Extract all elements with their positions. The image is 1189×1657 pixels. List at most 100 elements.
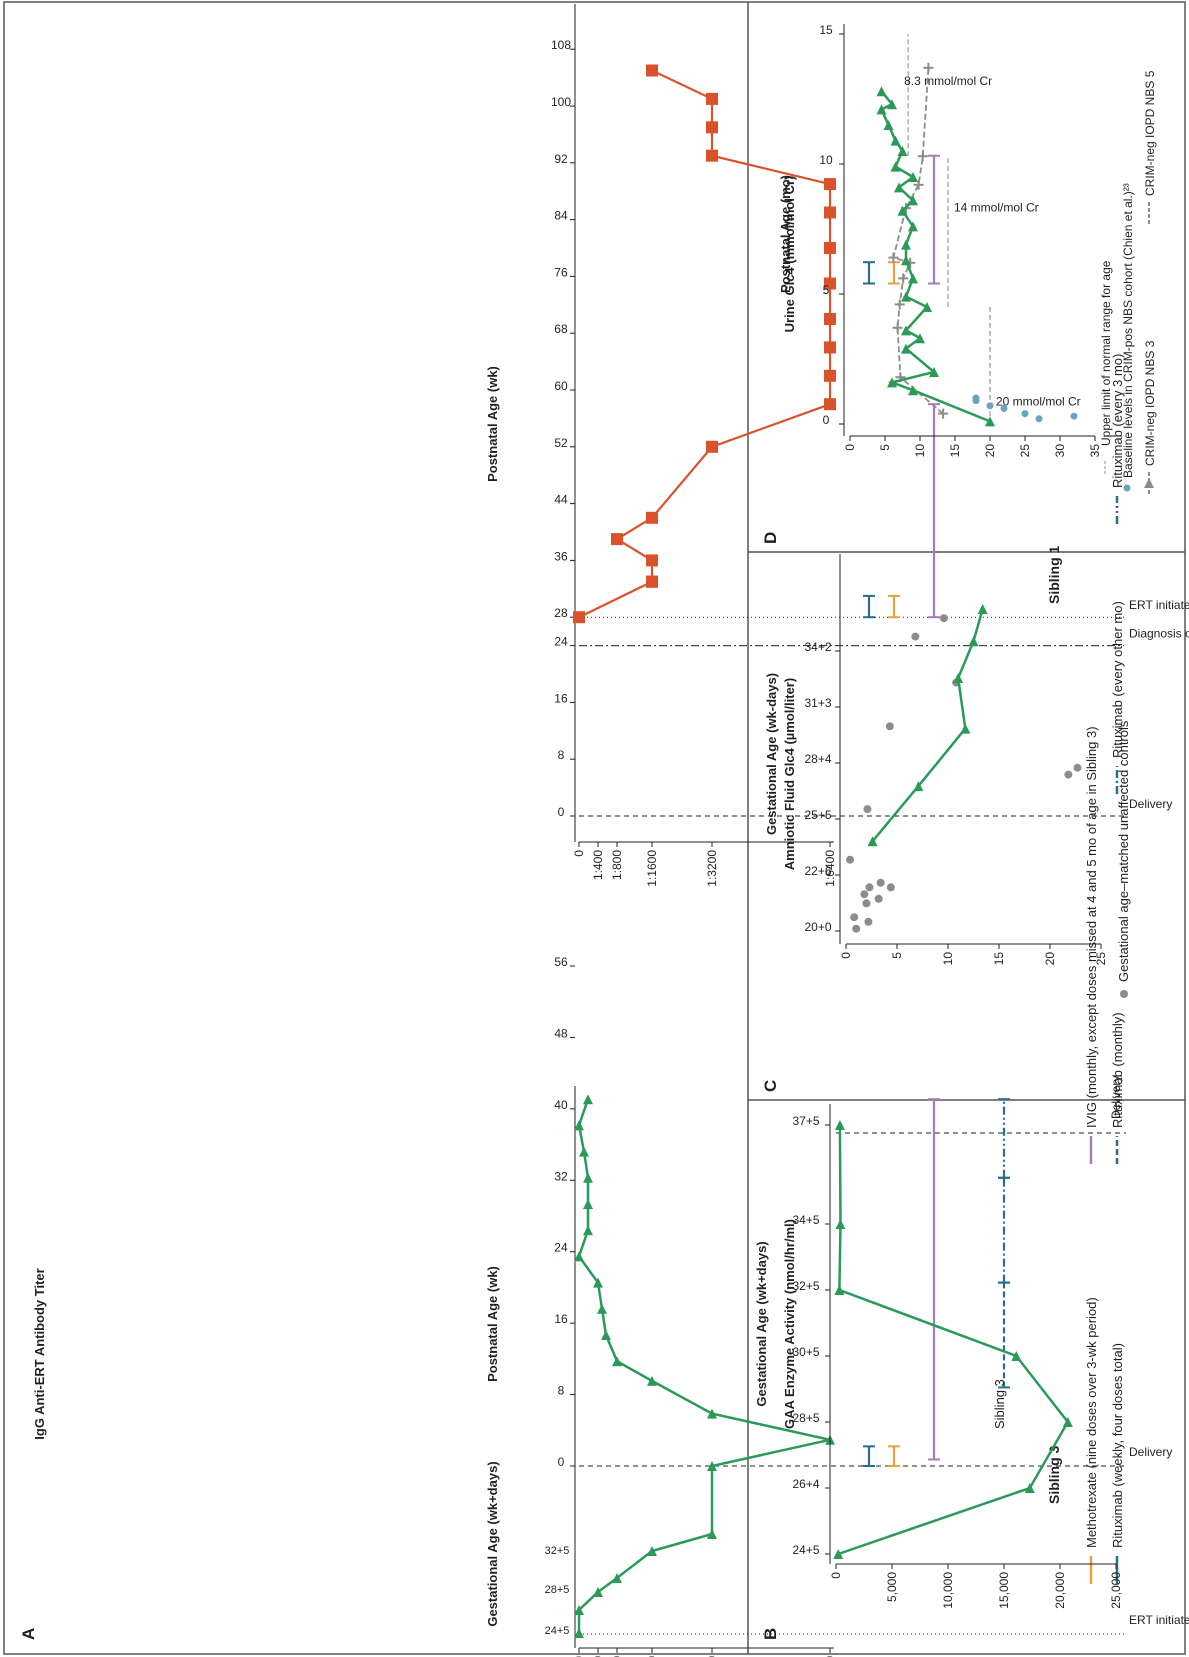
baseline-point-3	[1000, 404, 1008, 412]
data-point-5	[646, 511, 658, 524]
legend-label-controls: Gestational age–matched unaffected contr…	[1116, 720, 1131, 982]
data-point-nbs3-15	[894, 182, 904, 193]
data-point-15	[583, 1225, 593, 1236]
x-tick-label: 24	[554, 635, 568, 649]
control-point-16	[939, 614, 948, 623]
series-line-sibling3	[837, 1124, 1070, 1556]
data-point-nbs3-9	[908, 273, 918, 284]
x-tick-label: 16	[554, 1312, 568, 1326]
data-point-17	[583, 1172, 593, 1183]
data-point-nbs3-10	[901, 255, 911, 266]
data-point-0	[574, 1628, 584, 1638]
x-tick-label: 31+3	[804, 696, 831, 710]
y-tick-label: 1:1600	[645, 1656, 659, 1657]
data-point-14	[574, 1251, 584, 1262]
baseline-point-5	[972, 394, 980, 402]
x-axis-title: Gestational Age (wk-days)	[764, 673, 779, 835]
data-point-18	[579, 1146, 589, 1157]
data-point-nbs3-22	[887, 99, 897, 110]
data-point-19	[574, 1120, 584, 1131]
data-point-0	[573, 611, 585, 624]
annotation-0: ERT initiated	[1129, 1613, 1189, 1627]
data-point-13	[593, 1277, 603, 1288]
y-tick-label: 1:800	[610, 850, 624, 880]
legend-label-2: Baseline levels in CRIM-pos NBS cohort (…	[1121, 183, 1135, 478]
y-axis-title: Amniotic Fluid Glc4 (µmol/liter)	[782, 678, 797, 870]
x-axis-title: Postnatal Age (wk)	[485, 366, 500, 482]
y-tick-label: 0	[572, 850, 586, 857]
chart-d: 0 5 10 15 20 25 30 35 0 5 10 15 Postnatal Age (mo)Ur…	[778, 23, 1157, 494]
panel-letter-a: A	[19, 1628, 38, 1640]
normal-limit-label-0: 20 mmol/mol Cr	[996, 395, 1081, 409]
chart-a-sibling1: 0 1:400 1:800 1:1600 1:3200 1:6400 0 8 16 24 28 36 4…	[485, 4, 1189, 887]
annotation-sibling3: Sibling 3	[992, 1379, 1007, 1429]
x-tick-label: 40	[554, 1098, 568, 1112]
y-tick-label: 25	[1018, 444, 1032, 458]
x-tick-label: 5	[823, 283, 830, 297]
data-point-11	[601, 1330, 611, 1340]
x-tick-label: 0	[558, 1455, 565, 1469]
y-tick-label: 1:6400	[823, 850, 837, 887]
x-tick-label: 30+5	[792, 1345, 819, 1359]
control-point-13	[885, 722, 894, 731]
x-tick-label: 15	[819, 23, 833, 37]
data-point-4	[647, 1546, 657, 1556]
x-tick-label: 8	[558, 1384, 565, 1398]
x-tick-label: 24	[554, 1241, 568, 1255]
chart-c: 0 5 10 15 20 25 20+0 22+6 25+5 28+4 31+3 34+2 Gestat…	[764, 554, 1131, 998]
panel-letter-c: C	[761, 1080, 780, 1092]
chart-title: Sibling 1	[1046, 545, 1062, 604]
y-tick-label: 1:800	[610, 1656, 624, 1657]
gest-tick-label: 28+5	[545, 1584, 570, 1596]
control-point-6	[874, 894, 883, 903]
y-tick-label: 1:400	[591, 850, 605, 880]
x-tick-label: 32+5	[792, 1279, 819, 1293]
data-point-nbs3-23	[876, 86, 887, 97]
data-point-18	[646, 64, 658, 77]
x-tick-label: 48	[554, 1026, 568, 1040]
legend-label-ritux_every_other: Rituximab (every other mo)	[1110, 601, 1125, 758]
panel-letter-d: D	[761, 532, 780, 544]
x-axis-title: Postnatal Age (wk)	[485, 1266, 500, 1382]
x-tick-label: 44	[554, 493, 568, 507]
data-point-14	[824, 178, 836, 191]
chart-a-sibling3: 0 1:400 1:800 1:1600 1:3200 1:6400 0 8 16 24 32 40 4…	[32, 955, 1189, 1657]
data-point-5	[835, 1219, 846, 1229]
baseline-point-1	[1070, 412, 1078, 420]
data-point-1	[1024, 1483, 1035, 1493]
control-point-7	[876, 878, 885, 887]
data-point-6	[707, 1461, 717, 1471]
y-tick-label: 35	[1088, 444, 1102, 458]
gest-tick-label: 32+5	[545, 1545, 570, 1557]
normal-limit-label-2: 8.3 mmol/mol Cr	[904, 74, 992, 88]
annotation-2: ERT initiated	[1129, 598, 1189, 612]
data-point-6	[706, 440, 718, 453]
annotation-1: Diagnosis of IOPD	[1129, 627, 1189, 641]
data-point-nbs3-16	[908, 172, 918, 182]
x-tick-label: 32	[554, 1169, 568, 1183]
data-point-12	[824, 242, 836, 254]
y-tick-label: 5	[890, 952, 904, 959]
data-point-12	[597, 1303, 607, 1314]
x-tick-label: 60	[554, 379, 568, 393]
x-tick-label: 68	[554, 322, 568, 336]
data-point-3	[953, 673, 964, 683]
series-line-nbs5	[892, 67, 944, 415]
data-point-nbs3-14	[908, 195, 918, 206]
x-tick-label: 28	[554, 606, 568, 620]
y-tick-label: 1:6400	[823, 1656, 837, 1657]
data-point-10	[824, 313, 836, 325]
y-axis-title: GAA Enzyme Activity (nmol/hr/ml)	[782, 1219, 797, 1429]
control-point-15	[911, 632, 920, 641]
x-tick-label: 8	[558, 748, 565, 762]
data-point-nbs3-1	[908, 385, 918, 396]
data-point-nbs3-4	[901, 343, 911, 354]
data-point-16	[706, 121, 718, 134]
y-tick-label: 10	[941, 952, 955, 966]
x-tick-label: 100	[551, 95, 571, 109]
data-point-3	[1011, 1351, 1022, 1361]
data-point-nbs3-7	[922, 302, 932, 312]
data-point-15	[706, 149, 718, 162]
data-point-13	[824, 206, 836, 219]
